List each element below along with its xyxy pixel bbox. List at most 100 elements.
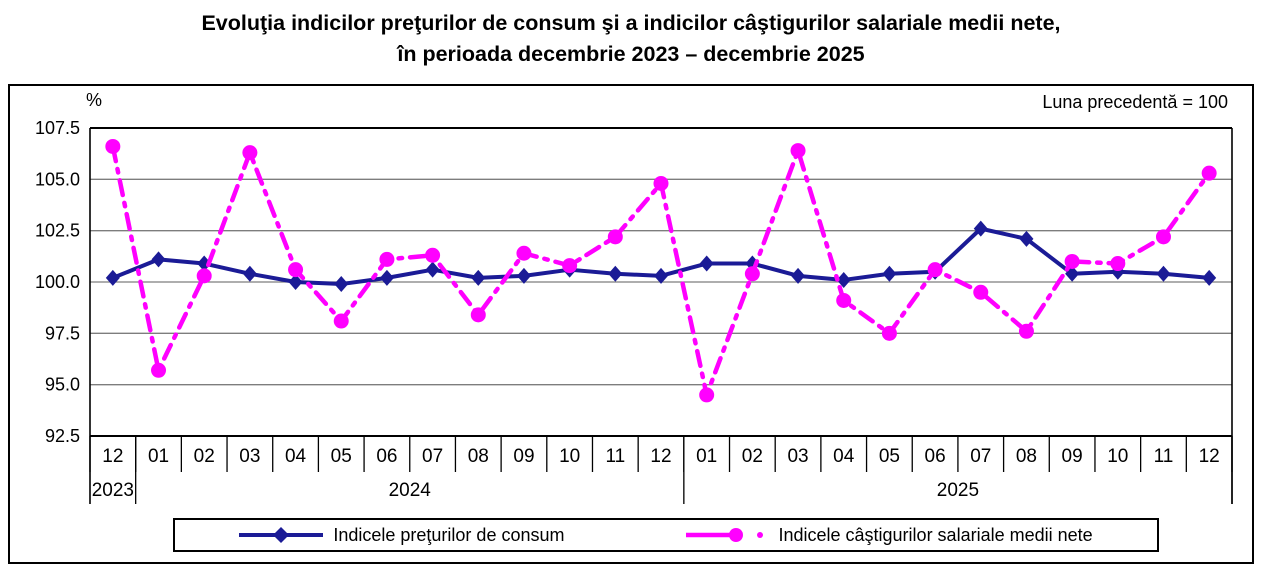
circle-marker <box>699 387 715 403</box>
wages-line-circle-icon <box>686 528 764 542</box>
circle-marker <box>1064 253 1080 269</box>
circle-marker <box>105 138 121 154</box>
series-cpi <box>105 220 1217 293</box>
legend-circle <box>729 528 744 542</box>
cpi-line-diamond-icon <box>239 527 324 543</box>
y-tick-label: 105.0 <box>35 169 80 189</box>
month-label: 02 <box>194 446 215 467</box>
diamond-marker <box>699 255 714 272</box>
y-tick-label: 100.0 <box>35 272 80 292</box>
year-label: 2024 <box>389 480 432 501</box>
legend-dot <box>757 532 764 538</box>
circle-marker <box>151 362 167 378</box>
circle-marker <box>196 268 212 284</box>
circle-marker <box>881 325 897 341</box>
circle-marker <box>1201 165 1217 181</box>
diamond-marker <box>1202 269 1217 286</box>
circle-marker <box>333 313 349 329</box>
month-label: 08 <box>1016 446 1037 467</box>
circle-marker <box>927 262 943 278</box>
month-label: 07 <box>422 446 443 467</box>
diamond-marker <box>242 265 257 282</box>
legend-label-wages: Indicele câştigurilor salariale medii ne… <box>778 524 1093 545</box>
month-label: 10 <box>559 446 580 467</box>
diamond-marker <box>516 267 531 284</box>
diamond-marker <box>654 267 668 284</box>
circle-marker <box>790 143 806 159</box>
diamond-marker <box>471 269 486 286</box>
base-note: Luna precedentă = 100 <box>1042 92 1228 112</box>
circle-marker <box>973 284 989 300</box>
diamond-marker <box>197 255 212 272</box>
legend-entry-wages: Indicele câştigurilor salariale medii ne… <box>684 524 1093 546</box>
diamond-marker <box>1019 230 1034 247</box>
month-label: 01 <box>696 446 717 467</box>
month-label: 01 <box>148 446 169 467</box>
diamond-marker <box>836 271 851 288</box>
month-label: 02 <box>742 446 763 467</box>
y-tick-label: 107.5 <box>35 118 80 138</box>
diamond-marker <box>973 220 988 237</box>
circle-marker <box>836 292 852 308</box>
circle-marker <box>562 258 578 274</box>
diamond-marker <box>425 261 440 278</box>
diamond-marker <box>791 267 806 284</box>
x-axis: 12 01 02 03 04 05 06 07 08 09 10 11 12 01 02 03 04 05 06 07… <box>89 436 1233 504</box>
circle-marker <box>425 247 441 263</box>
diamond-marker <box>334 276 349 293</box>
circle-marker <box>744 266 760 282</box>
legend-diamond <box>273 527 290 543</box>
month-label: 10 <box>1107 446 1128 467</box>
legend: Indicele preţurilor de consum Indicele c… <box>173 518 1159 552</box>
y-tick-label: 97.5 <box>45 323 80 343</box>
diamond-marker <box>882 265 897 282</box>
chart-title-line2: în perioada decembrie 2023 – decembrie 2… <box>397 42 865 66</box>
month-label: 05 <box>331 446 352 467</box>
diamond-marker <box>1156 265 1171 282</box>
month-label: 06 <box>376 446 397 467</box>
chart-title-line1: Evoluţia indicilor preţurilor de consum … <box>201 11 1061 35</box>
circle-marker <box>607 229 623 245</box>
month-label: 03 <box>239 446 260 467</box>
month-label: 05 <box>879 446 900 467</box>
month-label: 09 <box>513 446 534 467</box>
month-label: 04 <box>833 446 855 467</box>
circle-marker <box>379 251 395 267</box>
legend-entry-cpi: Indicele preţurilor de consum <box>239 525 564 546</box>
y-tick-label: 102.5 <box>35 221 80 241</box>
chart-title: Evoluţia indicilor preţurilor de consum … <box>0 8 1262 70</box>
month-label: 12 <box>1199 446 1220 467</box>
month-label: 12 <box>650 446 671 467</box>
diamond-marker <box>151 251 166 268</box>
diamond-marker <box>288 274 303 290</box>
y-axis-unit-label: % <box>86 90 103 110</box>
diamond-marker <box>379 269 394 286</box>
diamond-marker <box>608 265 623 282</box>
circle-marker <box>516 245 532 261</box>
legend-label-cpi: Indicele preţurilor de consum <box>333 524 565 545</box>
chart-frame: % Luna precedentă = 100 107.5 105.0 102.5 1… <box>8 84 1254 564</box>
month-label: 09 <box>1062 446 1083 467</box>
month-label: 04 <box>285 446 307 467</box>
y-tick-label: 92.5 <box>45 426 80 446</box>
circle-marker <box>1018 323 1034 339</box>
circle-marker <box>653 175 669 191</box>
circle-marker <box>470 307 486 323</box>
circle-marker <box>288 262 304 278</box>
circle-marker <box>242 145 258 161</box>
circle-marker <box>1110 256 1126 272</box>
month-label: 11 <box>1154 446 1174 467</box>
diamond-marker <box>105 269 120 286</box>
y-tick-label: 95.0 <box>45 375 80 395</box>
month-label: 12 <box>102 446 123 467</box>
plot-area: 107.5 105.0 102.5 100.0 97.5 95.0 92.5 12 01 02 03… <box>35 118 1233 504</box>
month-label: 06 <box>925 446 946 467</box>
series-wages <box>105 138 1217 403</box>
year-label: 2023 <box>92 480 134 501</box>
month-label: 08 <box>468 446 489 467</box>
year-label: 2025 <box>937 480 979 501</box>
month-label: 03 <box>787 446 808 467</box>
month-label: 11 <box>605 446 625 467</box>
circle-marker <box>1155 229 1171 245</box>
